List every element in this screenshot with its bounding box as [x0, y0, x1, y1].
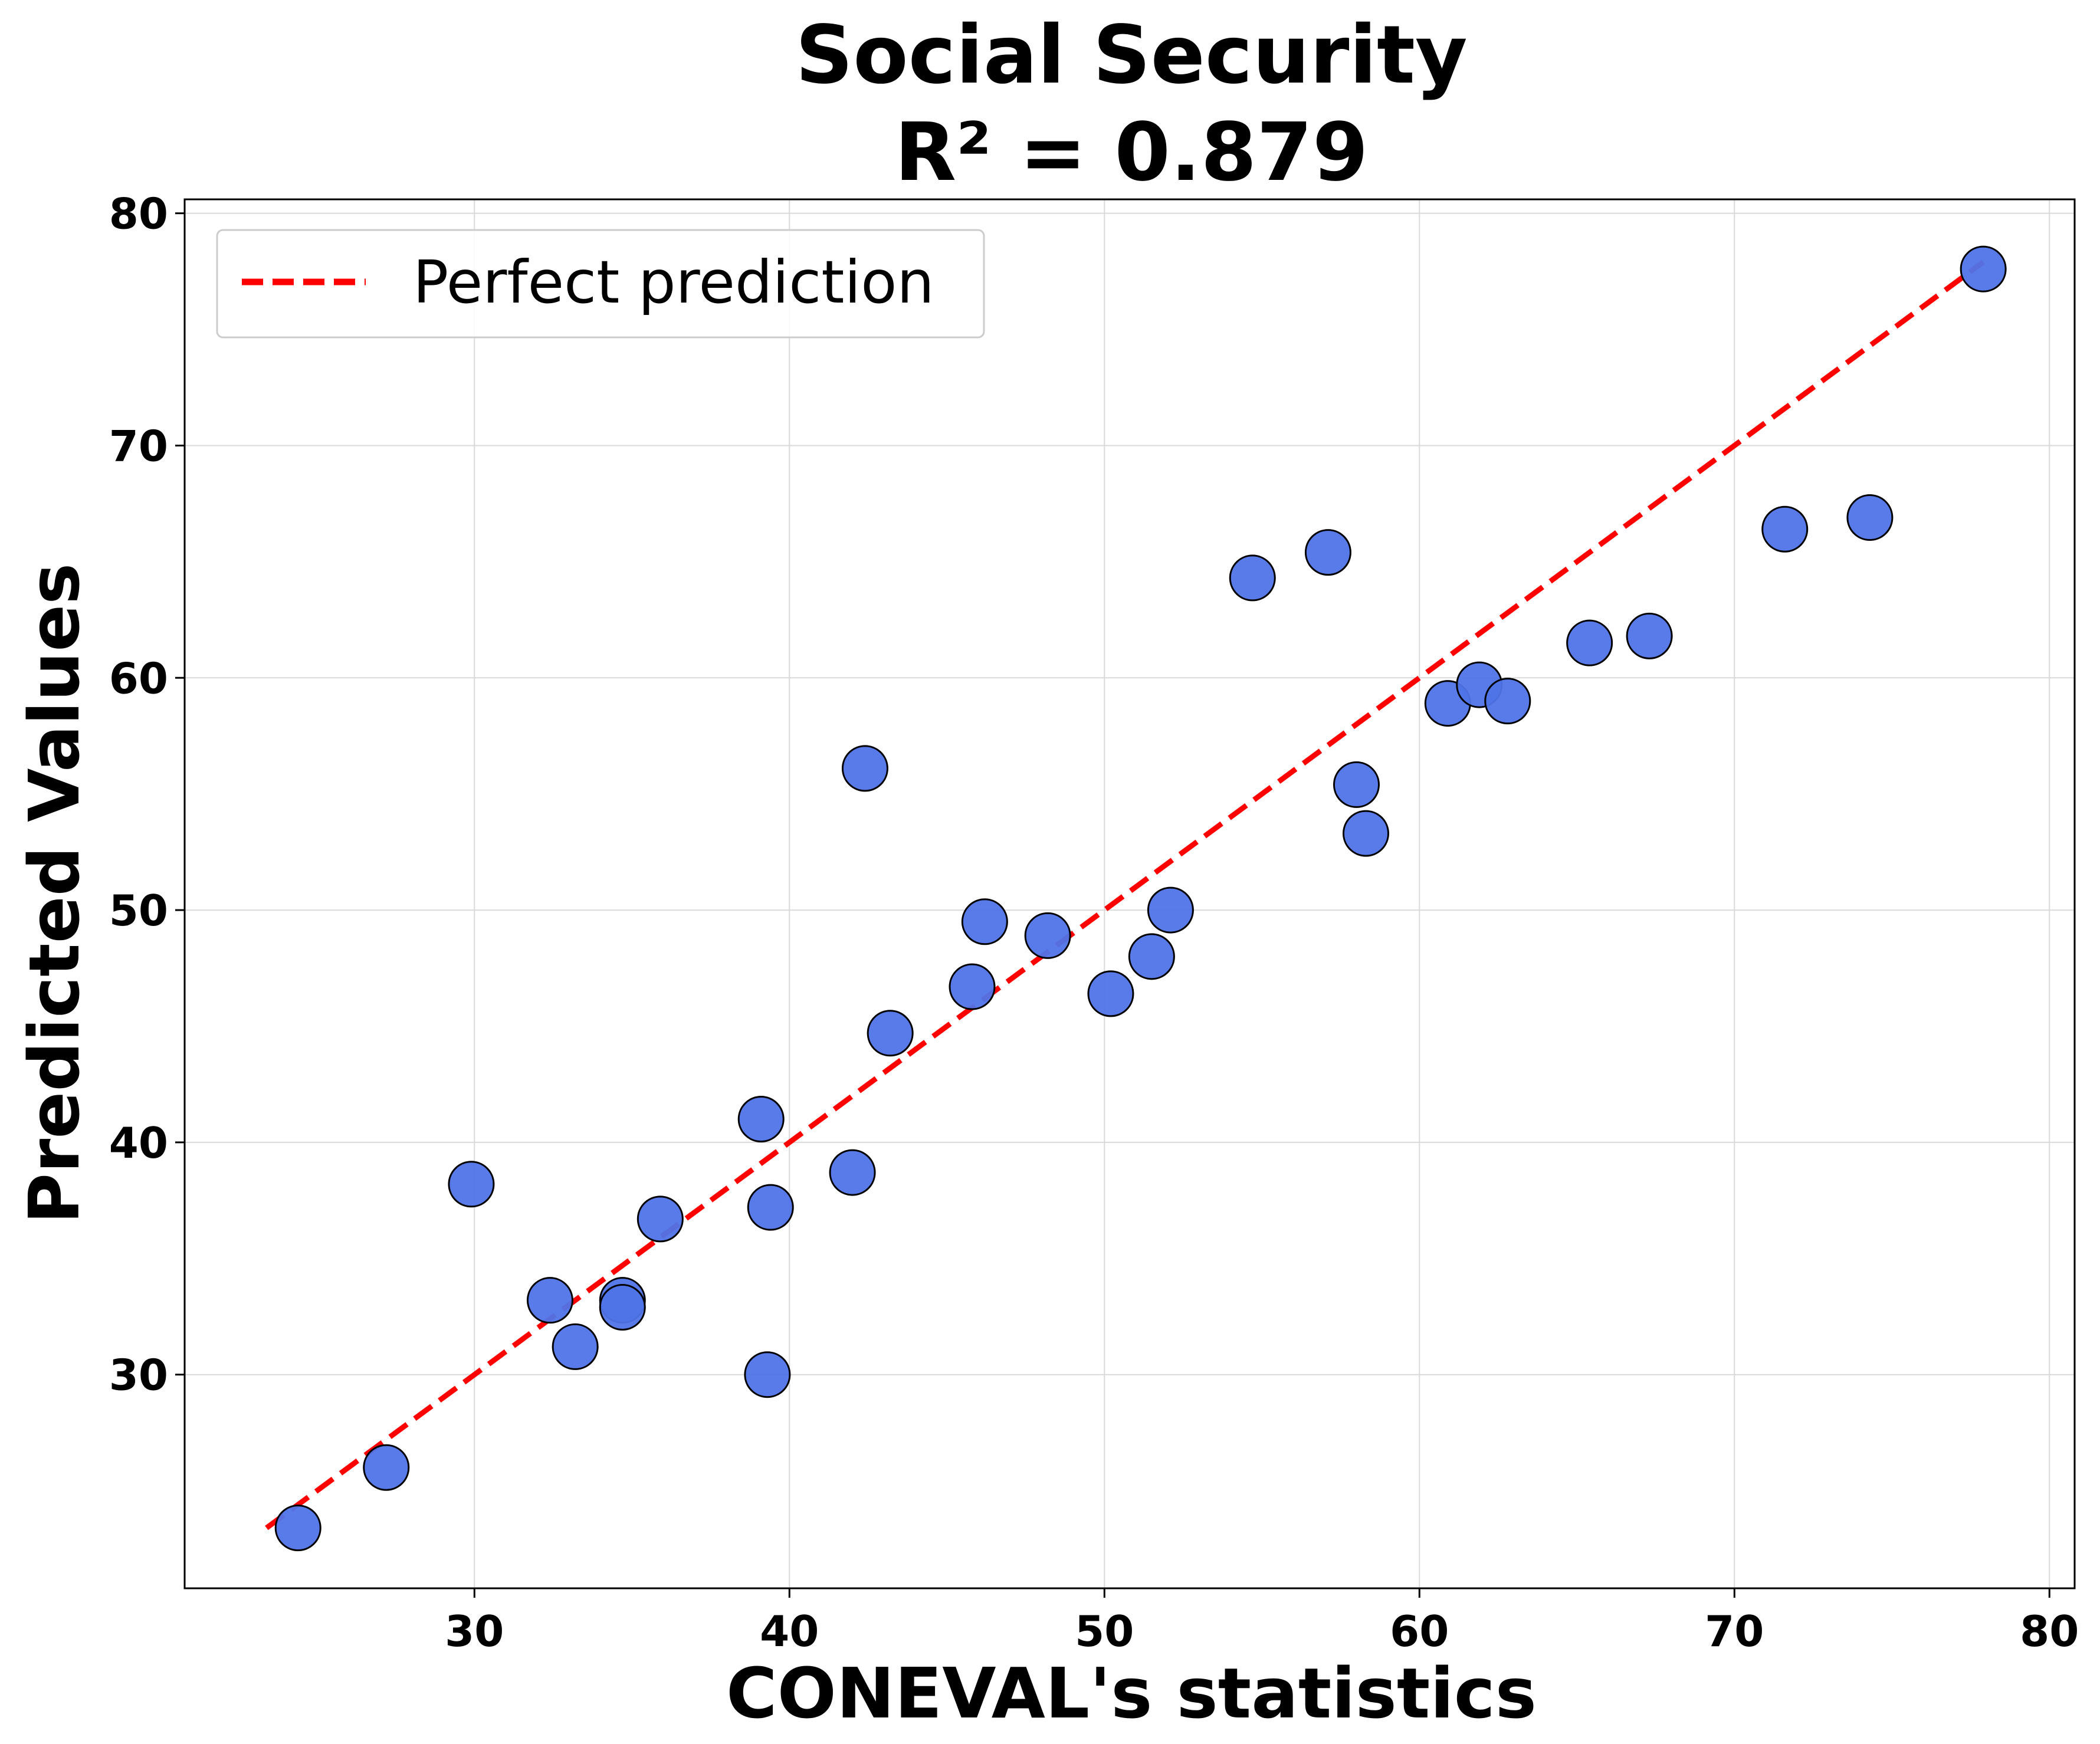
data-point: [274, 1505, 321, 1552]
y-tick-label: 50: [109, 886, 168, 935]
x-tick-label: 80: [2020, 1607, 2079, 1656]
x-axis-label: CONEVAL's statistics: [726, 1653, 1537, 1734]
data-point: [1484, 678, 1531, 725]
data-point: [1761, 505, 1809, 553]
data-point: [1147, 886, 1194, 934]
data-point: [448, 1161, 495, 1208]
data-point: [1229, 554, 1276, 602]
data-point: [1333, 761, 1380, 808]
data-point: [526, 1277, 573, 1324]
data-point: [363, 1444, 410, 1491]
data-point: [1566, 619, 1613, 666]
y-axis-label: Predicted Values: [14, 563, 95, 1224]
data-point: [1304, 529, 1351, 576]
y-axis-ticks: 30 40 50 60 70 80: [109, 189, 185, 1400]
data-point: [1128, 933, 1175, 980]
data-point: [829, 1149, 876, 1196]
data-point: [636, 1195, 684, 1243]
y-tick-label: 30: [109, 1351, 168, 1400]
perfect-prediction-line: [265, 260, 1985, 1530]
plot-frame: [183, 198, 2076, 1589]
x-tick-label: 60: [1390, 1607, 1449, 1656]
data-point: [841, 745, 888, 792]
data-point: [961, 898, 1008, 945]
x-tick-label: 50: [1075, 1607, 1134, 1656]
x-tick-label: 40: [760, 1607, 819, 1656]
data-point: [867, 1010, 914, 1057]
data-point: [747, 1184, 794, 1231]
legend-entry-perfect-prediction: Perfect prediction: [413, 248, 934, 317]
legend-box: [216, 229, 985, 339]
data-point: [552, 1323, 599, 1370]
y-tick-label: 80: [109, 189, 168, 239]
y-tick-label: 60: [109, 653, 168, 703]
data-point: [737, 1095, 785, 1142]
chart-title: Social Security: [795, 9, 1467, 102]
data-point: [1626, 612, 1673, 659]
y-tick-label: 70: [109, 421, 168, 471]
data-point: [1960, 245, 2007, 293]
data-points: [274, 245, 2007, 1552]
x-tick-label: 70: [1705, 1607, 1764, 1656]
data-point: [744, 1351, 791, 1398]
horizontal-gridlines: [185, 212, 2075, 1375]
legend: Perfect prediction: [216, 229, 985, 339]
data-point: [1087, 970, 1134, 1017]
y-tick-label: 40: [109, 1118, 168, 1168]
x-tick-label: 30: [445, 1607, 504, 1656]
chart-subtitle: R² = 0.879: [894, 106, 1368, 199]
data-point: [1343, 810, 1389, 857]
data-point: [599, 1283, 646, 1331]
x-axis-ticks: 30 40 50 60 70 80: [445, 1588, 2079, 1656]
vertical-gridlines: [474, 199, 2050, 1588]
data-point: [949, 963, 996, 1010]
data-point: [1846, 494, 1894, 541]
data-point: [1024, 912, 1071, 959]
